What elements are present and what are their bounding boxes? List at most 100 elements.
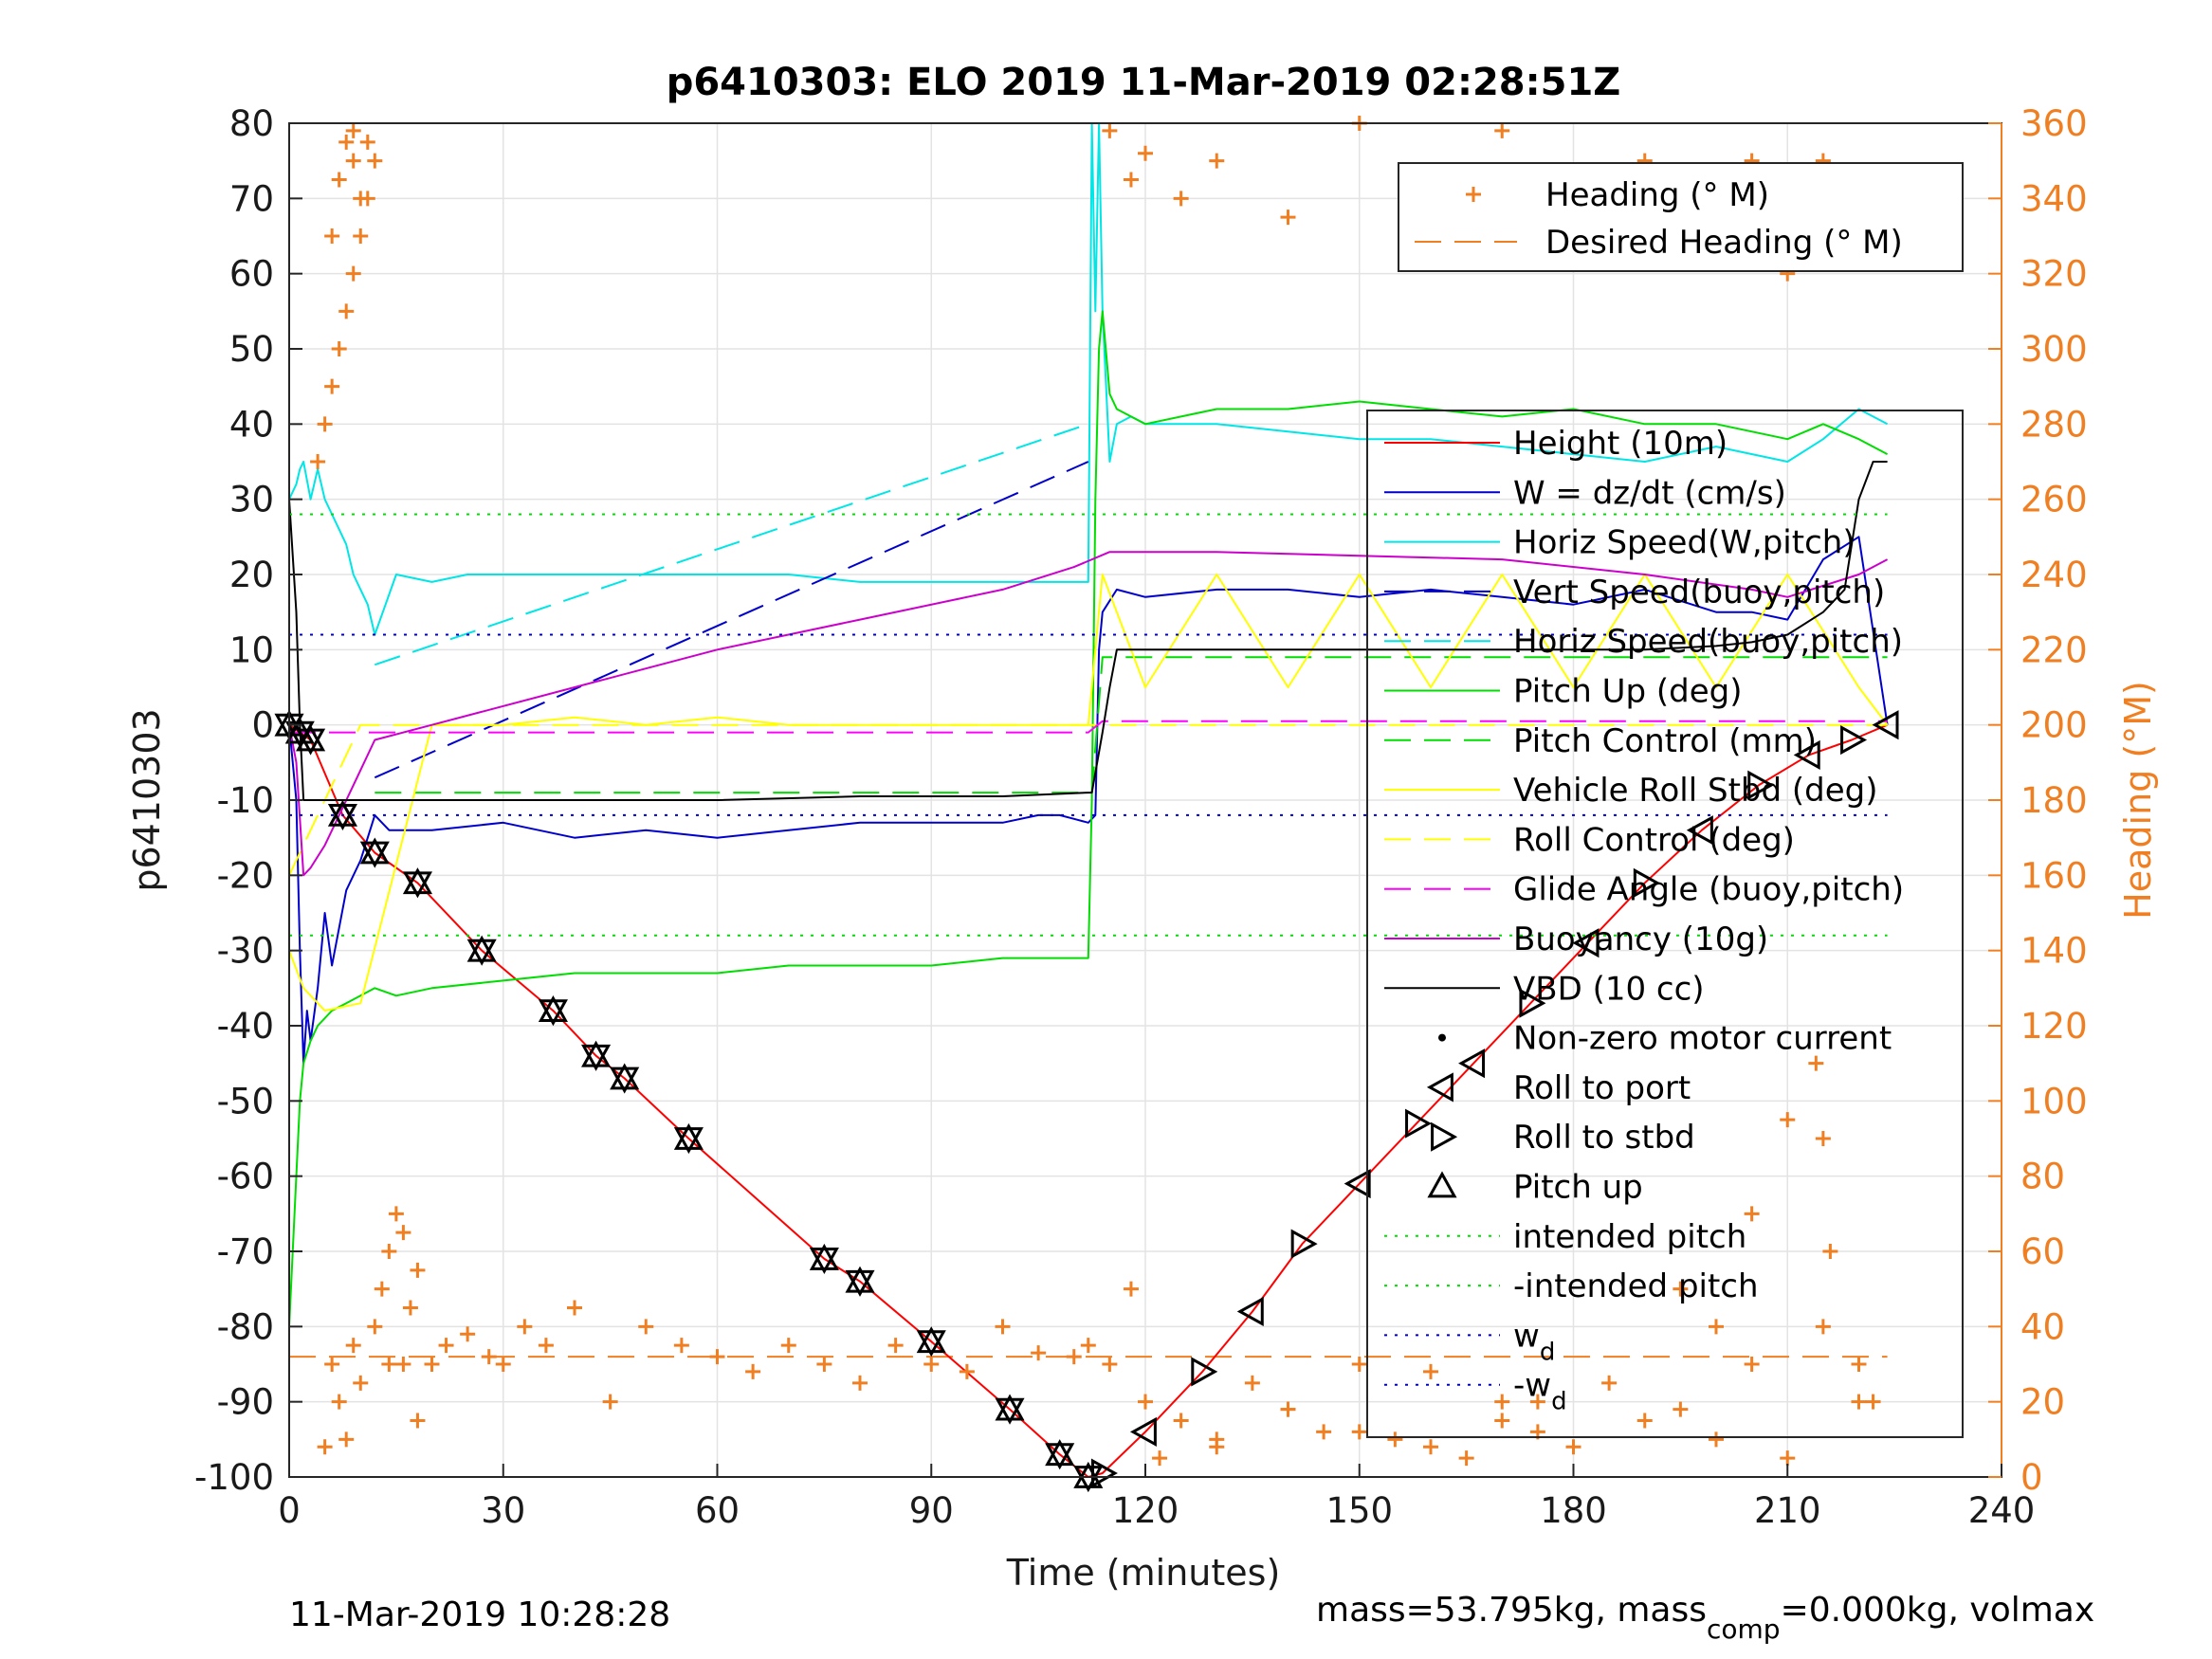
heading-point — [388, 1206, 404, 1222]
x-tick-label: 60 — [695, 1490, 740, 1531]
y2-tick-label: 220 — [2020, 629, 2088, 670]
series-line — [374, 423, 1089, 666]
heading-point — [359, 191, 375, 207]
roll-port-marker — [1872, 710, 1899, 740]
pitch-up-marker — [581, 1044, 612, 1071]
roll-port-marker — [1236, 1296, 1264, 1327]
x-tick-label: 150 — [1325, 1490, 1393, 1531]
pitch-up-marker — [673, 1127, 704, 1155]
y-tick-label: -50 — [217, 1081, 274, 1121]
roll-stbd-marker — [1290, 1229, 1318, 1259]
series-layer — [288, 122, 1889, 1478]
heading-point — [517, 1319, 533, 1335]
heading-point — [1387, 1431, 1403, 1448]
heading-point — [1351, 1357, 1367, 1372]
y-tick-label: 30 — [229, 480, 274, 520]
y2-tick-label: 360 — [2020, 103, 2088, 144]
y2-tick-label: 120 — [2020, 1006, 2088, 1047]
x-axis-label: Time (minutes) — [1006, 1552, 1281, 1594]
heading-point — [345, 122, 361, 138]
legend-main-label: -wd — [1513, 1367, 1567, 1416]
y-tick-label: -40 — [217, 1006, 274, 1047]
y-tick-label: -60 — [217, 1157, 274, 1197]
heading-point — [1851, 1357, 1867, 1372]
heading-point — [374, 1281, 390, 1297]
roll-stbd-marker — [1840, 724, 1868, 756]
heading-point — [1173, 191, 1189, 207]
heading-point — [1744, 1206, 1760, 1222]
heading-point — [1209, 1439, 1225, 1455]
y-tick-label: -20 — [217, 855, 274, 896]
x-tick-label: 120 — [1112, 1490, 1179, 1531]
heading-point — [338, 134, 355, 150]
heading-point — [959, 1363, 975, 1379]
legend-subscript: d — [1540, 1338, 1556, 1366]
x-tick-label: 30 — [481, 1490, 525, 1531]
heading-point — [1138, 145, 1153, 161]
roll-stbd-marker — [1747, 770, 1775, 800]
y2-tick-label: 40 — [2020, 1306, 2065, 1347]
heading-point — [1815, 1131, 1831, 1146]
heading-point — [481, 1349, 497, 1365]
pitch-up-marker — [610, 1066, 640, 1094]
legend-main-label: Roll to stbd — [1513, 1119, 1695, 1157]
heading-point — [1080, 1338, 1096, 1354]
heading-point — [345, 1338, 361, 1354]
legend-main-label: Height (10m) — [1513, 425, 1728, 463]
heading-point — [816, 1357, 832, 1372]
legend-main-label: Roll Control (deg) — [1513, 821, 1795, 859]
heading-point — [324, 1357, 340, 1372]
heading-point — [1316, 1424, 1332, 1440]
heading-point — [495, 1357, 511, 1372]
heading-point — [331, 341, 347, 356]
roll-stbd-marker — [1191, 1357, 1218, 1387]
y2-tick-label: 260 — [2020, 480, 2088, 520]
y2-tick-label: 320 — [2020, 254, 2088, 295]
heading-point — [1138, 1394, 1153, 1410]
heading-point — [1423, 1439, 1438, 1455]
heading-point — [1494, 122, 1510, 138]
legend-main-label: Roll to port — [1513, 1069, 1691, 1107]
heading-point — [780, 1338, 796, 1354]
heading-point — [1673, 1401, 1689, 1417]
heading-point — [338, 1431, 355, 1448]
x-tick-label: 0 — [278, 1490, 301, 1531]
heading-point — [1822, 1244, 1838, 1259]
heading-point — [1565, 1439, 1581, 1455]
y-axis-label: p6410303 — [126, 708, 168, 891]
series-line — [288, 310, 1889, 1327]
heading-point — [438, 1338, 454, 1354]
legend-dot-symbol — [1438, 1033, 1446, 1042]
heading-point — [1351, 1424, 1367, 1440]
footer-mass-sub: comp — [1707, 1613, 1781, 1645]
y2-tick-label: 340 — [2020, 178, 2088, 219]
y2-tick-label: 240 — [2020, 555, 2088, 595]
y2-tick-label: 60 — [2020, 1231, 2065, 1272]
y-axis-right: 3603403203002802602402202001801601401201… — [1988, 103, 2088, 1498]
y-tick-label: -90 — [217, 1382, 274, 1423]
legend-subscript: d — [1551, 1388, 1567, 1416]
legend-main-label: VBD (10 cc) — [1513, 970, 1705, 1008]
legend-main-box — [1366, 410, 1964, 1438]
legend-top-label: Desired Heading (° M) — [1545, 224, 1903, 262]
heading-point — [1423, 1363, 1438, 1379]
legend-main-label: wd — [1513, 1317, 1555, 1366]
x-tick-label: 90 — [909, 1490, 954, 1531]
y-tick-label: 70 — [229, 178, 274, 219]
roll-port-marker — [1129, 1416, 1157, 1447]
heading-point — [923, 1357, 940, 1372]
heading-point — [460, 1326, 476, 1342]
heading-point — [338, 303, 355, 319]
heading-point — [602, 1394, 618, 1410]
heading-point — [395, 1225, 411, 1241]
pitch-up-marker — [538, 999, 568, 1027]
y-tick-label: -100 — [194, 1457, 274, 1498]
y2-tick-label: 300 — [2020, 329, 2088, 370]
heading-point — [424, 1357, 440, 1372]
heading-point — [538, 1338, 554, 1354]
heading-point — [1280, 210, 1296, 226]
heading-point — [353, 228, 369, 244]
y2-tick-label: 180 — [2020, 780, 2088, 821]
heading-point — [1280, 1401, 1296, 1417]
